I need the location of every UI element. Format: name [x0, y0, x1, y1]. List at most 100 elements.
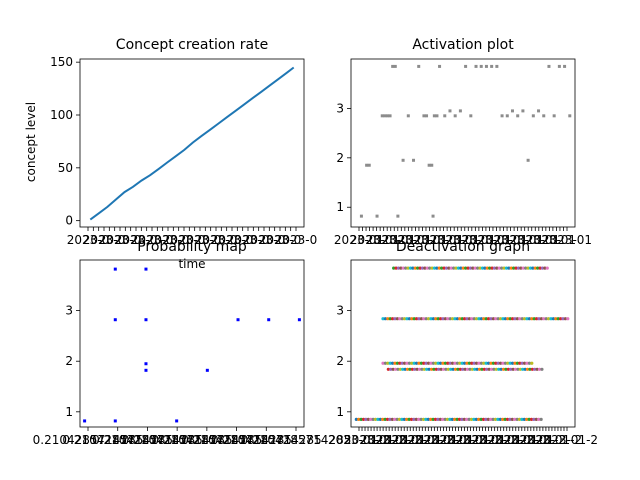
x-tick-label: 2023-0 — [179, 233, 222, 247]
data-point — [410, 367, 414, 371]
data-point — [376, 417, 380, 422]
data-point — [484, 317, 488, 321]
data-point — [420, 367, 424, 371]
activation-chart: Activation plot 1232023-012023-012023-01… — [334, 37, 592, 247]
data-point — [543, 266, 547, 270]
data-point — [479, 64, 483, 68]
data-point — [521, 266, 525, 270]
data-point — [441, 361, 445, 365]
data-point — [386, 367, 390, 371]
data-point — [527, 361, 532, 365]
data-point — [388, 417, 392, 422]
data-point — [447, 266, 451, 270]
data-point — [502, 266, 506, 270]
data-point — [495, 64, 499, 68]
data-point — [510, 109, 514, 113]
data-point — [459, 266, 463, 270]
data-point — [457, 417, 462, 422]
data-point — [552, 114, 556, 118]
data-point — [416, 266, 420, 270]
data-point — [537, 317, 541, 321]
data-point — [113, 318, 117, 322]
x-tick-label: 2023-01 — [430, 233, 480, 247]
data-point — [419, 317, 423, 321]
data-point — [424, 417, 428, 422]
data-point — [412, 361, 416, 365]
data-point — [448, 361, 452, 365]
data-point — [489, 367, 494, 371]
data-point — [443, 114, 447, 118]
data-point — [144, 267, 148, 271]
data-point — [460, 361, 464, 365]
data-point — [458, 367, 462, 371]
data-point — [428, 266, 432, 270]
data-point — [429, 367, 434, 371]
data-point — [508, 417, 512, 422]
data-point — [513, 317, 517, 321]
data-point — [475, 317, 479, 321]
data-point — [371, 417, 375, 422]
data-point — [501, 361, 505, 365]
data-point — [471, 266, 475, 270]
data-point — [425, 114, 429, 118]
data-point — [453, 114, 457, 118]
y-tick-label: 3 — [336, 304, 344, 318]
data-point — [492, 367, 496, 371]
data-point — [393, 317, 397, 321]
data-point — [510, 361, 515, 365]
data-point — [484, 64, 488, 68]
data-point — [407, 417, 411, 422]
data-point — [396, 266, 401, 270]
data-point — [521, 109, 525, 113]
data-point — [522, 417, 526, 422]
data-point — [523, 367, 527, 371]
data-point — [520, 361, 524, 365]
axes-frame — [350, 259, 576, 428]
data-point — [495, 266, 499, 270]
data-point — [448, 317, 452, 321]
data-point — [542, 317, 546, 321]
data-point — [489, 317, 493, 321]
x-tick-label: 2023-01-2 — [520, 433, 582, 447]
probability-map-chart: Probability map 1230.21042857142850.2104… — [33, 239, 352, 447]
x-tick-label: 0.2104285714285 — [181, 433, 292, 447]
y-tick-label: 2 — [65, 354, 73, 368]
data-point — [482, 367, 486, 371]
data-point — [527, 317, 532, 321]
data-point — [536, 266, 540, 270]
data-point — [531, 266, 535, 270]
data-point — [398, 361, 402, 365]
data-point — [375, 214, 379, 218]
chart-title: Probability map — [137, 239, 247, 255]
y-tick-label: 0 — [65, 214, 73, 228]
data-point — [422, 317, 426, 321]
x-tick-label: 2023-01-2 — [504, 433, 566, 447]
y-tick-label: 50 — [58, 161, 73, 175]
x-tick-label: 2023-0 — [227, 233, 270, 247]
data-point — [397, 417, 402, 422]
data-point — [566, 317, 570, 321]
data-point — [523, 317, 527, 321]
data-point — [467, 417, 471, 422]
data-point — [490, 64, 494, 68]
data-point — [538, 266, 542, 270]
data-point — [465, 317, 469, 321]
data-point — [504, 367, 508, 371]
data-point — [451, 361, 455, 365]
x-tick-label: 2023-01-2 — [456, 433, 518, 447]
data-point — [544, 317, 548, 321]
x-tick-label: 2023-01-2 — [440, 433, 502, 447]
data-point — [391, 361, 395, 365]
data-point — [439, 367, 443, 371]
axes-frame — [350, 58, 576, 228]
data-point — [545, 266, 549, 270]
data-point — [400, 317, 404, 321]
data-point — [441, 317, 445, 321]
data-point — [479, 361, 483, 365]
data-point — [410, 361, 414, 365]
data-point — [477, 417, 481, 422]
data-point — [473, 367, 477, 371]
data-point — [508, 317, 512, 321]
x-tick-label: 2023-0 — [259, 233, 302, 247]
